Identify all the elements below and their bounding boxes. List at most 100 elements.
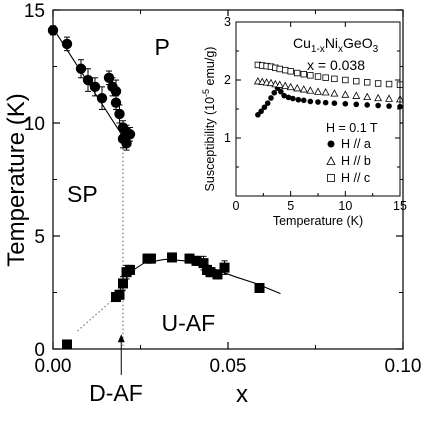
inset-point-filled-circle <box>281 92 287 99</box>
inset-legend: H // a H // b H // c <box>326 137 371 185</box>
inset-point-filled-circle <box>268 95 274 101</box>
inset-point-open-triangle <box>267 78 275 87</box>
inset-y-tick-label: 1 <box>224 131 231 145</box>
main-y-tick-label: 0 <box>34 340 45 361</box>
inset-point-open-square <box>385 80 393 88</box>
inset-point-filled-circle <box>353 101 360 108</box>
inset-x-tick-label: 15 <box>393 199 407 213</box>
legend-label: H // b <box>341 154 371 168</box>
main-x-tick-label: 0.05 <box>210 356 247 377</box>
legend-marker-filled-circle <box>327 140 335 148</box>
d-af-arrowhead <box>117 334 125 343</box>
inset-y-axis-title: Susceptibility (10-5 emu/g) <box>201 47 217 192</box>
main-y-tick-label: 15 <box>24 1 45 22</box>
legend-label: H // a <box>341 137 371 151</box>
inset-point-open-square <box>374 80 382 87</box>
main-data-layer <box>47 25 281 350</box>
main-y-axis-title: Temperature (K) <box>3 93 30 266</box>
data-point-circle <box>75 63 87 74</box>
phase-label-d-af: D-AF <box>89 380 143 406</box>
main-x-tick-label: 0.00 <box>35 356 72 377</box>
inset-point-filled-circle <box>307 98 314 105</box>
inset-point-filled-circle <box>295 96 302 103</box>
legend-marker-open-square <box>327 174 335 182</box>
inset-point-filled-circle <box>255 112 261 118</box>
inset-y-tick-label: 2 <box>224 73 231 87</box>
inset-point-open-triangle <box>341 90 350 98</box>
inset-title-composition: x = 0.038 <box>307 57 365 73</box>
inset-point-filled-circle <box>315 99 321 105</box>
inset-point-open-triangle <box>271 79 280 88</box>
data-point-circle <box>110 86 122 97</box>
inset-point-open-square <box>363 79 371 86</box>
legend-label: H // c <box>341 171 370 185</box>
data-point-circle <box>96 92 108 104</box>
inset-point-filled-circle <box>261 104 268 111</box>
inset-point-open-triangle <box>374 93 383 102</box>
inset-point-open-triangle <box>330 89 339 97</box>
inset-point-open-triangle <box>275 80 284 88</box>
inset-point-filled-circle <box>258 108 264 115</box>
main-x-axis-title: x <box>236 381 248 408</box>
inset-point-open-square <box>281 66 289 74</box>
data-point-circle <box>114 108 125 120</box>
inset-susceptibility-chart: 0 5 10 15 1 2 3 Cu1-xNixGeO3 x = 0.038 Tempera… <box>201 15 407 228</box>
inset-x-tick-label: 5 <box>287 199 294 213</box>
data-point-circle <box>82 74 94 86</box>
main-y-tick-label: 5 <box>34 227 45 248</box>
inset-point-open-square <box>276 65 283 73</box>
inset-point-open-square <box>307 72 314 79</box>
inset-point-filled-circle <box>322 99 329 106</box>
inset-point-open-triangle <box>281 81 290 89</box>
inset-x-tick-label: 10 <box>338 199 352 213</box>
data-point-square <box>254 282 265 293</box>
inset-point-open-triangle <box>385 94 394 102</box>
data-point-square <box>114 289 125 300</box>
data-point-square <box>184 253 195 264</box>
inset-point-open-triangle <box>286 82 295 91</box>
phase-label-sp: SP <box>67 181 98 207</box>
phase-label-p: P <box>155 34 170 60</box>
inset-point-open-triangle <box>253 77 262 85</box>
inset-point-open-triangle <box>258 77 267 85</box>
data-point-circle <box>61 38 73 50</box>
inset-point-open-square <box>342 76 349 84</box>
inset-point-filled-circle <box>264 100 271 106</box>
inset-field-label: H = 0.1 T <box>326 121 378 135</box>
inset-point-filled-circle <box>375 102 381 109</box>
inset-point-filled-circle <box>271 89 278 96</box>
inset-y-tick-label: 3 <box>224 15 231 29</box>
inset-point-open-triangle <box>321 88 330 96</box>
data-point-square <box>146 253 156 264</box>
data-point-square <box>167 252 177 263</box>
data-point-square <box>118 278 128 289</box>
inset-point-open-triangle <box>314 87 322 95</box>
inset-point-filled-circle <box>290 95 296 102</box>
inset-point-open-square <box>353 77 360 85</box>
inset-x-tick-label: 0 <box>233 199 240 213</box>
data-point-square <box>191 255 202 266</box>
main-y-tick-label: 10 <box>24 114 45 135</box>
inset-point-open-triangle <box>352 91 361 99</box>
inset-point-filled-circle <box>278 88 284 95</box>
inset-point-open-square <box>331 75 338 83</box>
inset-point-open-triangle <box>299 85 308 93</box>
inset-point-open-triangle <box>363 92 372 101</box>
inset-data-layer <box>253 61 404 118</box>
inset-point-open-square <box>300 71 307 78</box>
inset-point-open-square <box>314 73 322 80</box>
inset-point-open-triangle <box>293 83 302 92</box>
inset-point-open-square <box>287 68 294 75</box>
inset-point-filled-circle <box>285 94 292 101</box>
inset-point-filled-circle <box>386 103 392 109</box>
data-point-square <box>212 269 223 280</box>
legend-marker-open-triangle <box>326 156 336 165</box>
inset-point-filled-circle <box>300 97 307 104</box>
inset-point-filled-circle <box>331 100 338 106</box>
main-x-tick-label: 0.10 <box>385 356 422 377</box>
data-point-square <box>198 258 209 269</box>
inset-point-filled-circle <box>342 100 349 107</box>
